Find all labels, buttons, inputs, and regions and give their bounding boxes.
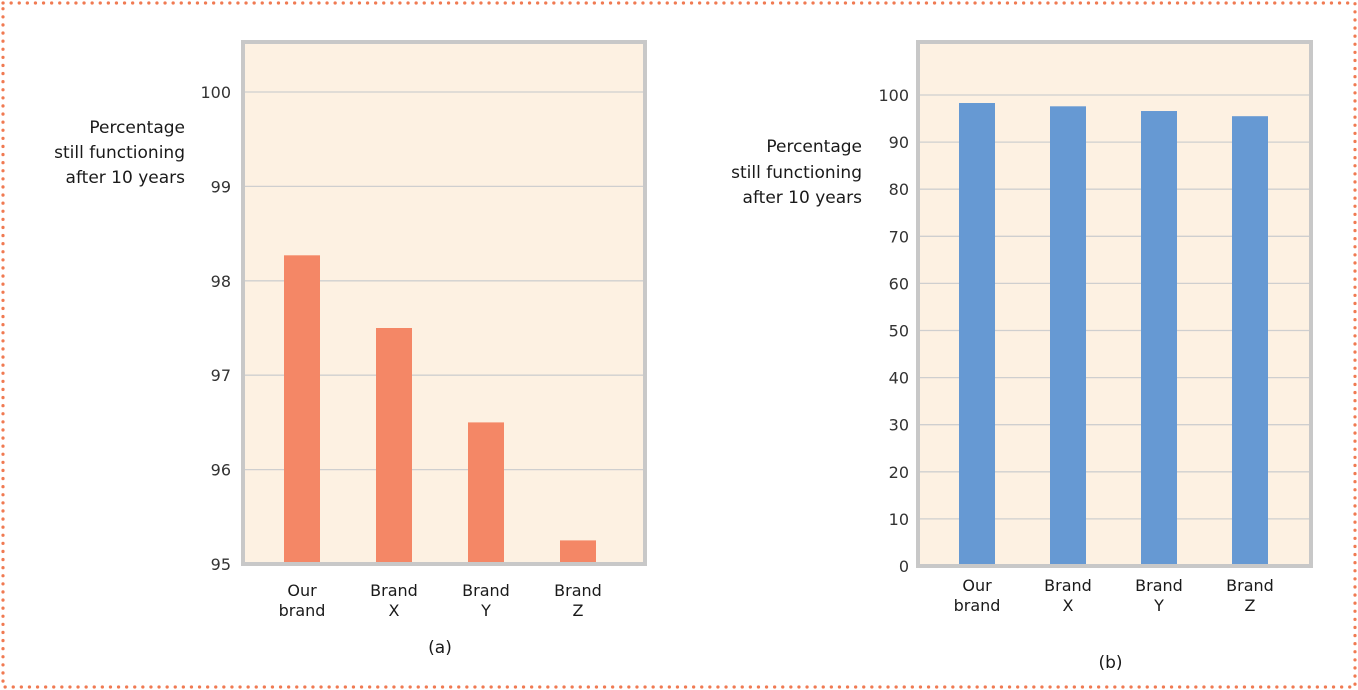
y-tick-label: 100 — [200, 83, 231, 102]
bar — [959, 103, 995, 566]
plot-frame — [916, 40, 1313, 568]
bar — [284, 255, 320, 564]
y-tick-label: 50 — [889, 322, 909, 341]
y-axis-label: after 10 years — [743, 188, 863, 208]
y-tick-label: 96 — [211, 461, 231, 480]
bar — [1050, 106, 1086, 566]
y-tick-label: 70 — [889, 227, 909, 246]
y-tick-label: 97 — [211, 366, 231, 385]
bar — [468, 422, 504, 564]
x-tick-label: Brand — [462, 581, 510, 600]
x-tick-label: Brand — [1135, 576, 1183, 595]
y-tick-label: 99 — [211, 177, 231, 196]
y-tick-label: 98 — [211, 272, 231, 291]
y-tick-label: 30 — [889, 416, 909, 435]
x-tick-label: X — [1063, 596, 1074, 615]
y-axis-label: after 10 years — [66, 168, 186, 188]
x-tick-label: Brand — [1044, 576, 1092, 595]
y-tick-label: 90 — [889, 133, 909, 152]
bar — [1141, 111, 1177, 566]
x-tick-label: Y — [480, 601, 491, 620]
y-tick-label: 60 — [889, 274, 909, 293]
plot-frame — [241, 40, 647, 566]
x-tick-label: brand — [279, 601, 326, 620]
y-tick-label: 10 — [889, 510, 909, 529]
panel-label: (a) — [428, 638, 452, 658]
x-tick-label: Our — [287, 581, 317, 600]
x-tick-label: brand — [954, 596, 1001, 615]
x-tick-label: Brand — [554, 581, 602, 600]
x-tick-label: Our — [962, 576, 992, 595]
x-tick-label: Z — [1245, 596, 1256, 615]
bar — [376, 328, 412, 564]
y-tick-label: 100 — [878, 86, 909, 105]
x-tick-label: Y — [1153, 596, 1164, 615]
y-axis-label: still functioning — [731, 163, 862, 183]
chart-a: 95 96 97 98 99 100 Percentage still functioning… — [54, 40, 647, 658]
bar — [1232, 116, 1268, 566]
x-tick-label: Brand — [1226, 576, 1274, 595]
y-tick-label: 40 — [889, 369, 909, 388]
y-tick-label: 20 — [889, 463, 909, 482]
bar — [560, 540, 596, 564]
y-axis-label: Percentage — [766, 137, 862, 157]
x-tick-label: Brand — [370, 581, 418, 600]
x-tick-label: X — [389, 601, 400, 620]
x-tick-label: Z — [573, 601, 584, 620]
y-tick-label: 80 — [889, 180, 909, 199]
chart-b: 0 10 20 30 40 50 60 70 80 90 100 Percentage still fu… — [731, 40, 1313, 673]
y-tick-label: 0 — [899, 557, 909, 576]
y-axis-label: still functioning — [54, 143, 185, 163]
panel-label: (b) — [1098, 653, 1122, 673]
y-tick-label: 95 — [211, 555, 231, 574]
y-axis-label: Percentage — [89, 118, 185, 138]
